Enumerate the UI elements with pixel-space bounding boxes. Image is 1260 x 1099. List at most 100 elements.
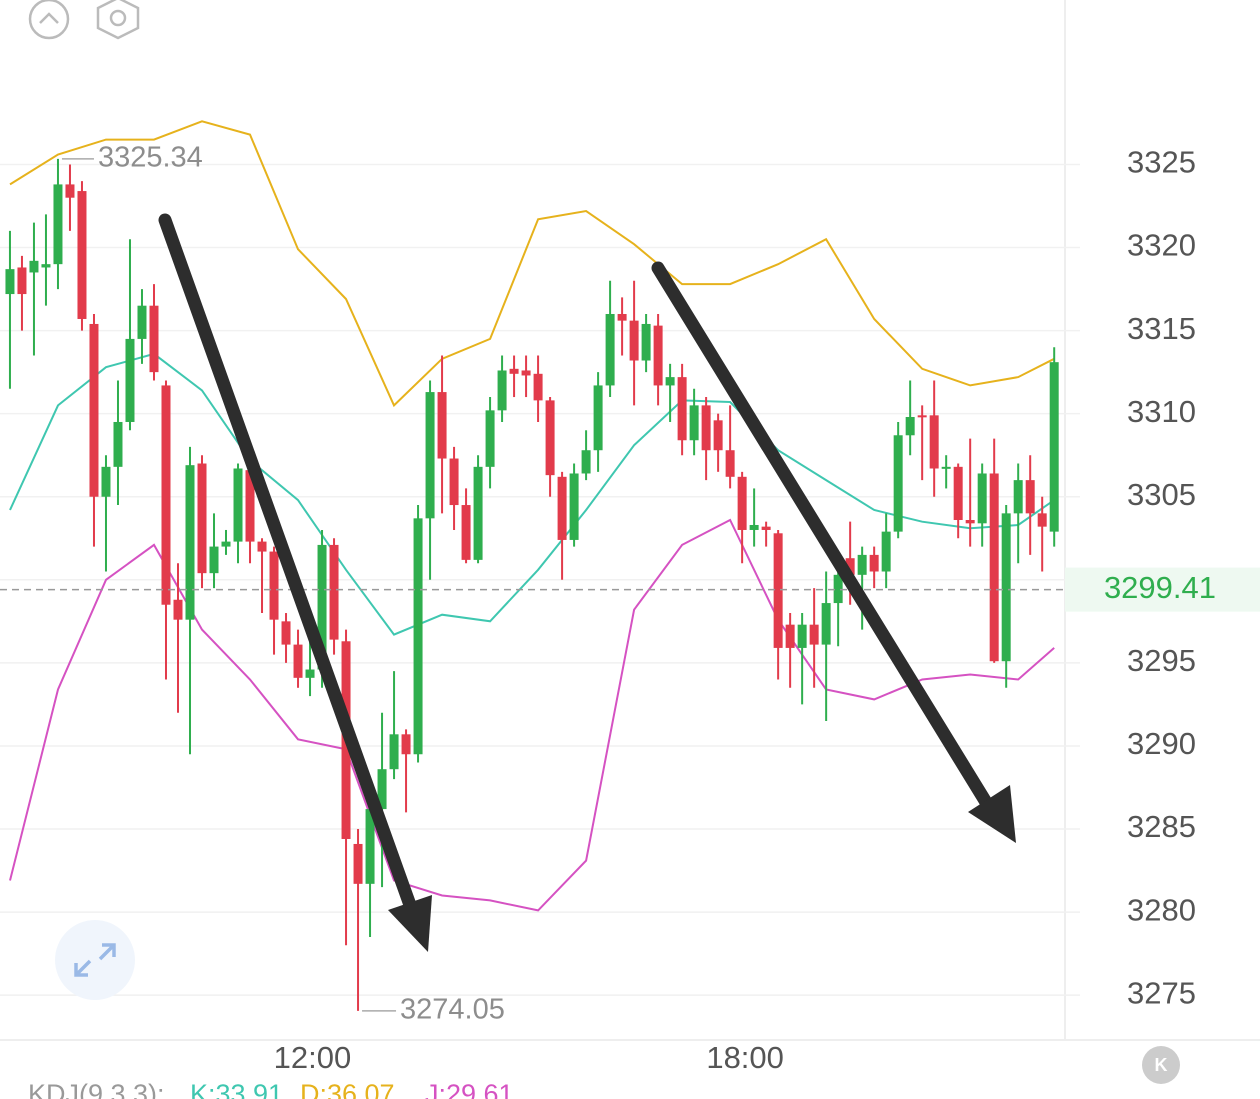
candle-body <box>389 734 399 770</box>
band-line <box>9 352 1055 636</box>
arrow-line <box>651 261 999 819</box>
arrow-head <box>968 785 1016 843</box>
candle-body <box>977 473 987 524</box>
candle-body <box>521 370 531 376</box>
band-line <box>9 120 1055 408</box>
candle-body <box>1001 513 1011 662</box>
candle-body <box>953 466 963 520</box>
candle-body <box>905 416 915 436</box>
candle-body <box>773 533 783 648</box>
candle-body <box>1013 480 1023 514</box>
arrow-head <box>388 895 432 952</box>
candle-body <box>557 476 567 540</box>
candle-body <box>209 546 219 574</box>
collapse-icon <box>39 12 59 24</box>
candle-body <box>821 603 831 645</box>
candle-body <box>161 385 171 605</box>
candle-body <box>17 267 27 295</box>
candle-body <box>845 558 855 575</box>
candle-body <box>461 505 471 560</box>
y-tick-label: 3280 <box>1127 892 1196 927</box>
candle-body <box>677 377 687 441</box>
x-tick-label: 12:00 <box>274 1040 352 1075</box>
candle-body <box>941 466 951 469</box>
candle-body <box>737 476 747 530</box>
k-icon: K <box>1155 1055 1168 1075</box>
candle-body <box>473 466 483 560</box>
candle-body <box>569 473 579 540</box>
candle-body <box>713 420 723 451</box>
candle-body <box>293 644 303 678</box>
candle-body <box>65 184 75 198</box>
candle-body <box>257 541 267 552</box>
candle-body <box>113 421 123 467</box>
candle-body <box>497 370 507 411</box>
candle-body <box>245 470 255 542</box>
candle-body <box>833 574 843 604</box>
candle-body <box>413 518 423 755</box>
indicator-d: D:36.07 <box>300 1079 395 1099</box>
candle-body <box>1049 362 1059 532</box>
candle-body <box>425 392 435 519</box>
candle-body <box>149 305 159 373</box>
candle-body <box>281 621 291 645</box>
candle-body <box>893 435 903 532</box>
candle-body <box>317 544 327 670</box>
y-tick-label: 3290 <box>1127 726 1196 761</box>
candle-body <box>761 526 771 530</box>
candle-body <box>857 554 867 575</box>
min-label: 3274.05 <box>400 994 505 1026</box>
candle-body <box>1025 480 1035 514</box>
candle-body <box>797 624 807 648</box>
candle-body <box>197 463 207 574</box>
candle-body <box>101 466 111 497</box>
candle-body <box>353 843 363 884</box>
candle-body <box>929 415 939 469</box>
arrow-line <box>158 213 417 912</box>
candle-body <box>5 269 15 295</box>
candle-body <box>965 520 975 524</box>
candle-body <box>641 323 651 361</box>
candle-body <box>809 624 819 645</box>
candle-body <box>365 809 375 884</box>
candle-body <box>437 392 447 459</box>
indicator-j: J:29.61 <box>425 1079 514 1099</box>
candle-body <box>269 551 279 620</box>
candle-body <box>221 541 231 547</box>
candle-body <box>401 734 411 755</box>
k-button[interactable] <box>1142 1046 1180 1084</box>
candle-body <box>185 465 195 620</box>
candle-body <box>305 669 315 678</box>
last-price-label: 3299.41 <box>1104 570 1216 605</box>
y-tick-label: 3325 <box>1127 145 1196 180</box>
max-label: 3325.34 <box>98 141 203 173</box>
candle-body <box>881 531 891 572</box>
candle-body <box>1037 513 1047 527</box>
candle-body <box>689 405 699 441</box>
settings-icon <box>109 9 127 27</box>
x-tick-label: 18:00 <box>706 1040 784 1075</box>
candle-body <box>989 473 999 662</box>
y-tick-label: 3310 <box>1127 394 1196 429</box>
last-price-box <box>1065 567 1260 612</box>
candle-body <box>605 313 615 386</box>
candle-body <box>545 400 555 476</box>
settings-button[interactable] <box>96 0 140 40</box>
indicator-name: KDJ(9,3,3): <box>28 1079 165 1099</box>
candle-body <box>41 264 51 268</box>
candle-body <box>29 260 39 273</box>
indicator-k: K:33.91 <box>190 1079 283 1099</box>
candle-body <box>329 544 339 640</box>
y-tick-label: 3275 <box>1127 975 1196 1010</box>
candle-body <box>917 415 927 418</box>
candle-body <box>137 305 147 339</box>
y-tick-label: 3315 <box>1127 311 1196 346</box>
fullscreen-button[interactable] <box>55 920 135 1000</box>
candle-body <box>725 450 735 477</box>
candle-body <box>53 184 63 265</box>
candle-body <box>233 468 243 542</box>
collapse-button[interactable] <box>28 0 70 40</box>
candle-body <box>125 338 135 422</box>
